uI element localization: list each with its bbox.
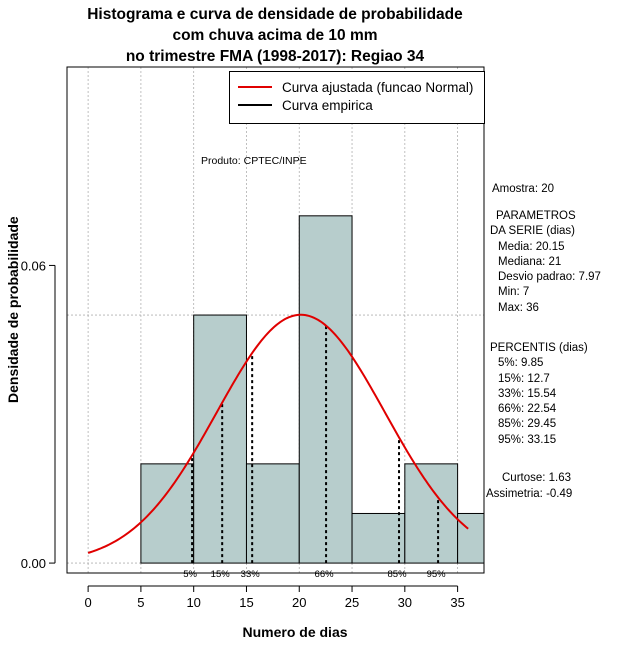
histogram-bar [298, 215, 353, 564]
stat-mediana: Mediana: 21 [498, 255, 562, 268]
x-axis-label: Numero de dias [242, 624, 348, 640]
histogram-bar [457, 512, 485, 564]
title-line-2: com chuva acima de 10 mm [172, 27, 378, 44]
percentile-labels: 5% 15% 33% 66% 85% 95% [183, 569, 446, 580]
pct-85: 85%: 29.45 [498, 418, 557, 431]
pct-15: 15%: 12.7 [498, 372, 550, 385]
percentiles-title: PERCENTIS (dias) [490, 342, 588, 354]
x-tick-label: 0 [84, 595, 91, 610]
plot-frame [66, 66, 485, 574]
x-tick-label: 35 [450, 595, 464, 610]
x-tick-label: 30 [398, 595, 412, 610]
stat-desvio: Desvio padrao: 7.97 [498, 271, 601, 284]
parameters-subtitle: DA SERIE (dias) [490, 225, 575, 238]
product-note: Produto: CPTEC/INPE [201, 155, 307, 167]
x-tick-label: 20 [292, 595, 306, 610]
chart-title: Histograma e curva de densidade de proba… [0, 4, 550, 67]
percentile-label: 66% [315, 569, 335, 580]
normal-curve-group [87, 313, 469, 554]
histogram-bar [351, 512, 406, 564]
y-tick-label: 0.06 [21, 258, 46, 273]
x-tick-label: 15 [239, 595, 253, 610]
pct-95: 95%: 33.15 [498, 433, 557, 446]
pct-66: 66%: 22.54 [498, 403, 557, 416]
stat-max: Max: 36 [498, 301, 539, 314]
x-tick-label: 10 [186, 595, 200, 610]
stat-media: Media: 20.15 [498, 240, 565, 253]
x-tick-label: 25 [345, 595, 359, 610]
legend-label-fitted: Curva ajustada (funcao Normal) [282, 79, 474, 95]
title-line-1: Histograma e curva de densidade de proba… [87, 6, 463, 23]
normal-fit-curve [87, 313, 469, 554]
histogram-bar [404, 463, 459, 564]
percentile-label: 15% [211, 569, 231, 580]
pct-33: 33%: 15.54 [498, 387, 557, 400]
stat-min: Min: 7 [498, 286, 530, 299]
legend-swatch-fitted [238, 86, 272, 88]
x-tick-label: 5 [137, 595, 144, 610]
y-axis-label: Densidade de probabilidade [5, 216, 21, 403]
percentile-label: 5% [183, 569, 197, 580]
legend-item-fitted: Curva ajustada (funcao Normal) [238, 78, 473, 96]
percentile-label: 33% [241, 569, 261, 580]
percentile-label: 85% [388, 569, 408, 580]
legend-swatch-empirical [238, 104, 272, 106]
parameters-panel: PARAMETROS DA SERIE (dias) Media: 20.15 … [490, 209, 601, 316]
legend-label-empirical: Curva empirica [282, 97, 373, 113]
histogram-bars [140, 215, 485, 564]
percentiles-panel: PERCENTIS (dias) 5%: 9.85 15%: 12.7 33%:… [490, 341, 588, 448]
parameters-title: PARAMETROS [496, 210, 576, 222]
legend: Curva ajustada (funcao Normal) Curva emp… [229, 71, 485, 124]
percentile-lines [191, 325, 440, 564]
stat-curtose: Curtose: 1.63 [502, 472, 572, 484]
legend-item-empirical: Curva empirica [238, 96, 373, 114]
axes: 0 5 10 15 20 25 30 35 0.00 0.06 [21, 66, 485, 610]
title-line-3: no trimestre FMA (1998-2017): Regiao 34 [125, 48, 425, 65]
y-tick-label: 0.00 [21, 556, 46, 571]
percentile-label: 95% [427, 569, 447, 580]
stat-assimetria: Assimetria: -0.49 [486, 488, 573, 500]
histogram-bar [245, 463, 300, 564]
sample-size: Amostra: 20 [492, 183, 554, 195]
pct-5: 5%: 9.85 [498, 357, 544, 370]
